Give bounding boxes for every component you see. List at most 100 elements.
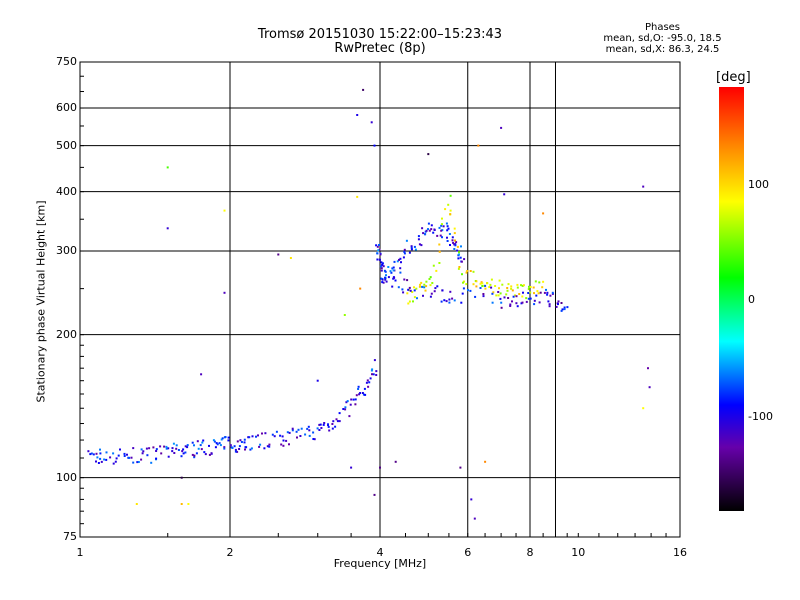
echo-point bbox=[413, 245, 416, 248]
echo-point bbox=[216, 443, 219, 446]
echo-point bbox=[238, 445, 241, 448]
echo-point bbox=[382, 281, 385, 284]
echo-point bbox=[289, 257, 292, 259]
echo-point bbox=[563, 308, 566, 311]
echo-point bbox=[375, 374, 378, 376]
data-points bbox=[87, 88, 651, 520]
echo-point bbox=[406, 292, 409, 295]
echo-point bbox=[515, 295, 518, 298]
echo-point bbox=[462, 281, 464, 284]
echo-point bbox=[279, 434, 282, 437]
echo-point bbox=[382, 265, 385, 268]
echo-point bbox=[331, 427, 334, 430]
echo-point bbox=[546, 293, 549, 296]
echo-point bbox=[186, 446, 189, 449]
echo-point bbox=[259, 443, 262, 446]
echo-point bbox=[429, 276, 432, 279]
echo-point bbox=[444, 208, 447, 211]
echo-point bbox=[491, 301, 494, 304]
echo-point bbox=[248, 436, 251, 439]
echo-point bbox=[387, 276, 390, 279]
echo-point bbox=[400, 261, 402, 264]
echo-point bbox=[538, 301, 541, 304]
echo-point bbox=[373, 493, 376, 496]
echo-point bbox=[210, 452, 213, 455]
echo-point bbox=[258, 445, 261, 448]
echo-point bbox=[257, 434, 259, 437]
echo-point bbox=[87, 450, 90, 453]
echo-point bbox=[313, 438, 316, 441]
echo-point bbox=[448, 298, 451, 301]
echo-point bbox=[376, 245, 379, 248]
echo-point bbox=[233, 445, 236, 448]
echo-point bbox=[368, 381, 371, 384]
echo-point bbox=[171, 447, 174, 450]
echo-point bbox=[438, 226, 441, 229]
echo-point bbox=[271, 433, 274, 436]
echo-point bbox=[191, 453, 194, 456]
echo-point bbox=[285, 439, 288, 442]
echo-point bbox=[527, 292, 530, 294]
echo-point bbox=[563, 306, 566, 309]
echo-point bbox=[433, 290, 436, 293]
echo-point bbox=[352, 398, 355, 401]
echo-point bbox=[123, 452, 126, 455]
echo-point bbox=[475, 285, 478, 288]
echo-point bbox=[482, 295, 485, 298]
echo-point bbox=[199, 444, 202, 447]
echo-point bbox=[500, 126, 503, 129]
echo-point bbox=[148, 447, 151, 450]
echo-point bbox=[362, 393, 365, 396]
echo-point bbox=[535, 294, 538, 297]
echo-point bbox=[497, 291, 500, 293]
echo-point bbox=[338, 412, 341, 415]
echo-point bbox=[159, 445, 162, 448]
echo-point bbox=[525, 300, 528, 303]
echo-point bbox=[384, 270, 387, 273]
echo-point bbox=[354, 398, 357, 401]
echo-point bbox=[371, 368, 374, 371]
echo-point bbox=[477, 144, 480, 147]
echo-point bbox=[438, 262, 441, 264]
echo-point bbox=[438, 250, 441, 253]
echo-point bbox=[344, 408, 347, 411]
echo-point bbox=[459, 256, 462, 259]
echo-point bbox=[308, 434, 311, 437]
echo-point bbox=[89, 453, 92, 456]
echo-point bbox=[361, 392, 364, 394]
echo-point bbox=[155, 457, 158, 460]
echo-point bbox=[498, 287, 500, 290]
echo-point bbox=[399, 257, 402, 260]
echo-point bbox=[642, 185, 645, 188]
echo-point bbox=[542, 212, 545, 215]
echo-point bbox=[440, 224, 443, 227]
echo-point bbox=[427, 222, 430, 225]
echo-point bbox=[557, 303, 559, 306]
echo-point bbox=[155, 448, 158, 451]
echo-point bbox=[472, 270, 475, 273]
echo-point bbox=[469, 270, 472, 272]
echo-point bbox=[448, 301, 451, 304]
echo-point bbox=[378, 244, 380, 246]
echo-point bbox=[518, 293, 521, 295]
echo-point bbox=[291, 429, 294, 432]
echo-point bbox=[357, 385, 360, 388]
echo-point bbox=[323, 422, 326, 424]
phases-o-mode: mean, sd,O: -95.0, 18.5 bbox=[603, 33, 722, 44]
echo-point bbox=[481, 285, 484, 287]
echo-point bbox=[510, 287, 513, 290]
echo-point bbox=[366, 379, 369, 382]
echo-point bbox=[453, 248, 456, 250]
echo-point bbox=[364, 393, 367, 396]
echo-point bbox=[219, 444, 222, 447]
echo-point bbox=[421, 227, 424, 230]
echo-point bbox=[490, 286, 493, 289]
echo-point bbox=[196, 440, 199, 443]
echo-point bbox=[349, 403, 352, 406]
echo-point bbox=[204, 453, 207, 456]
echo-point bbox=[354, 403, 357, 406]
echo-point bbox=[494, 285, 497, 287]
y-tick-label: 500 bbox=[56, 138, 77, 152]
echo-point bbox=[281, 435, 284, 438]
echo-point bbox=[234, 448, 237, 451]
